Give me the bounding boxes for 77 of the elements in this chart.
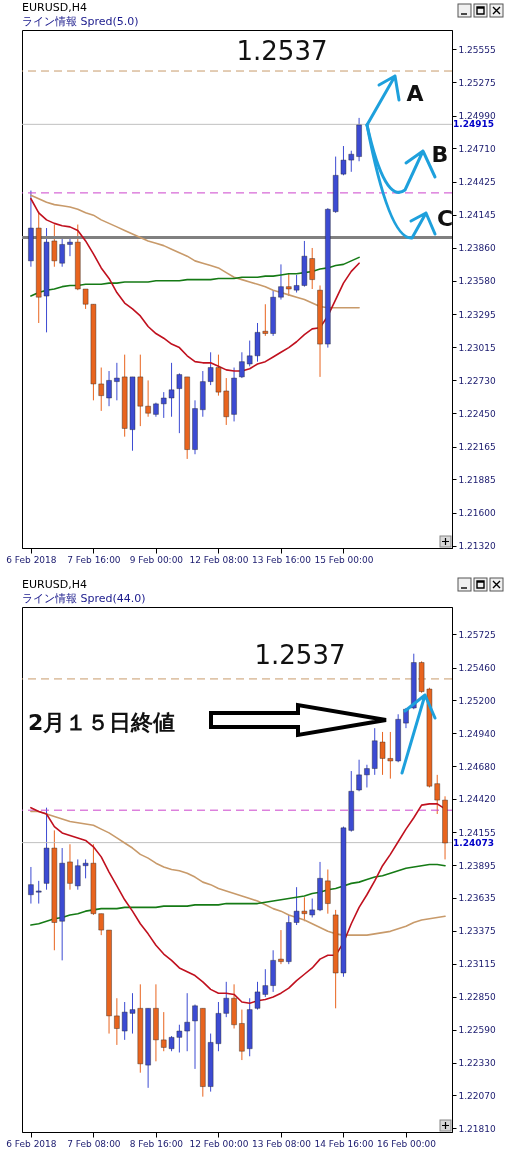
y-tick-label: 1.24680: [458, 761, 496, 772]
y-tick-label: 1.23375: [458, 926, 496, 937]
y-tick-label: 1.24145: [458, 210, 496, 221]
ref-line-label: 1.24915: [453, 119, 494, 130]
y-tick-label: 1.24420: [458, 794, 496, 805]
chart-title: EURUSD,H4: [22, 1, 87, 14]
x-tick-label: 9 Feb 00:00: [129, 554, 184, 565]
candlestick: [67, 238, 73, 257]
x-tick-label: 14 Feb 16:00: [314, 1138, 374, 1149]
y-tick-label: 1.23115: [458, 959, 496, 970]
y-tick-label: 1.24425: [458, 177, 496, 188]
candlestick: [36, 880, 42, 905]
y-tick-label: 1.22450: [458, 408, 496, 419]
y-tick-label: 1.21810: [458, 1123, 496, 1134]
x-tick-label: 13 Feb 16:00: [251, 554, 312, 565]
line-series: [30, 194, 360, 309]
y-tick-label: 1.22730: [458, 375, 496, 386]
candlestick: [278, 263, 284, 301]
y-tick-label: 1.23635: [458, 893, 496, 904]
candlestick: [59, 238, 65, 268]
chart-title: EURUSD,H4: [22, 578, 87, 591]
y-tick-label: 1.23895: [458, 860, 496, 871]
candlestick: [356, 759, 362, 792]
x-tick-label: 7 Feb 08:00: [67, 1138, 121, 1149]
x-tick-label: 16 Feb 00:00: [376, 1138, 437, 1149]
y-tick-label: 1.22850: [458, 992, 496, 1003]
candlestick: [28, 866, 34, 905]
y-tick-label: 1.24155: [458, 827, 496, 838]
y-tick-label: 1.24710: [458, 143, 496, 154]
y-tick-label: 1.25200: [458, 695, 496, 706]
line-series: [30, 810, 446, 936]
x-tick-label: 7 Feb 16:00: [67, 554, 121, 565]
ref-line-label: 1.24073: [453, 837, 494, 848]
candlestick: [106, 370, 112, 407]
candlestick: [192, 1004, 198, 1070]
x-tick-label: 6 Feb 2018: [6, 1138, 57, 1149]
text: B: [431, 142, 449, 167]
candlestick: [325, 869, 331, 915]
y-tick-label: 1.22590: [458, 1025, 496, 1036]
candlestick: [278, 929, 284, 965]
y-tick-label: 1.24940: [458, 728, 496, 739]
y-tick-label: 1.23860: [458, 243, 496, 254]
candlestick: [364, 764, 370, 788]
y-tick-label: 1.21600: [458, 508, 496, 519]
y-tick-label: 1.25725: [458, 629, 496, 640]
text: C: [436, 206, 454, 231]
y-tick-label: 1.25275: [458, 77, 496, 88]
x-tick-label: 12 Feb 08:00: [189, 554, 249, 565]
x-tick-label: 12 Feb 00:00: [189, 1138, 249, 1149]
y-tick-label: 1.24990: [458, 111, 496, 122]
annotation: 2月１５日終値: [28, 710, 176, 735]
y-tick-label: 1.25555: [458, 44, 496, 55]
text: A: [406, 81, 424, 106]
candlestick: [67, 843, 73, 891]
line-series: [30, 256, 360, 297]
chart-subtitle: ライン情報 Spred(44.0): [22, 592, 146, 605]
y-tick-label: 1.23015: [458, 342, 496, 353]
candlestick: [114, 997, 120, 1046]
y-tick-label: 1.22165: [458, 442, 496, 453]
y-tick-label: 1.21885: [458, 474, 496, 485]
chart-subtitle: ライン情報 Spred(5.0): [22, 15, 139, 28]
y-tick-label: 1.22070: [458, 1090, 496, 1101]
x-tick-label: 8 Feb 16:00: [129, 1138, 184, 1149]
annotation: 1.2537: [236, 36, 328, 66]
y-tick-label: 1.22330: [458, 1058, 496, 1069]
annotation: 1.2537: [254, 640, 346, 670]
y-tick-label: 1.23580: [458, 276, 496, 287]
y-tick-label: 1.21320: [458, 541, 496, 552]
x-tick-label: 15 Feb 00:00: [314, 554, 374, 565]
candlestick: [239, 351, 245, 379]
candlestick: [114, 362, 120, 401]
x-tick-label: 6 Feb 2018: [6, 554, 57, 565]
x-tick-label: 13 Feb 08:00: [251, 1138, 312, 1149]
line-series: [30, 863, 446, 926]
y-tick-label: 1.23295: [458, 309, 496, 320]
candlestick: [145, 379, 151, 418]
y-tick-label: 1.25460: [458, 663, 496, 674]
